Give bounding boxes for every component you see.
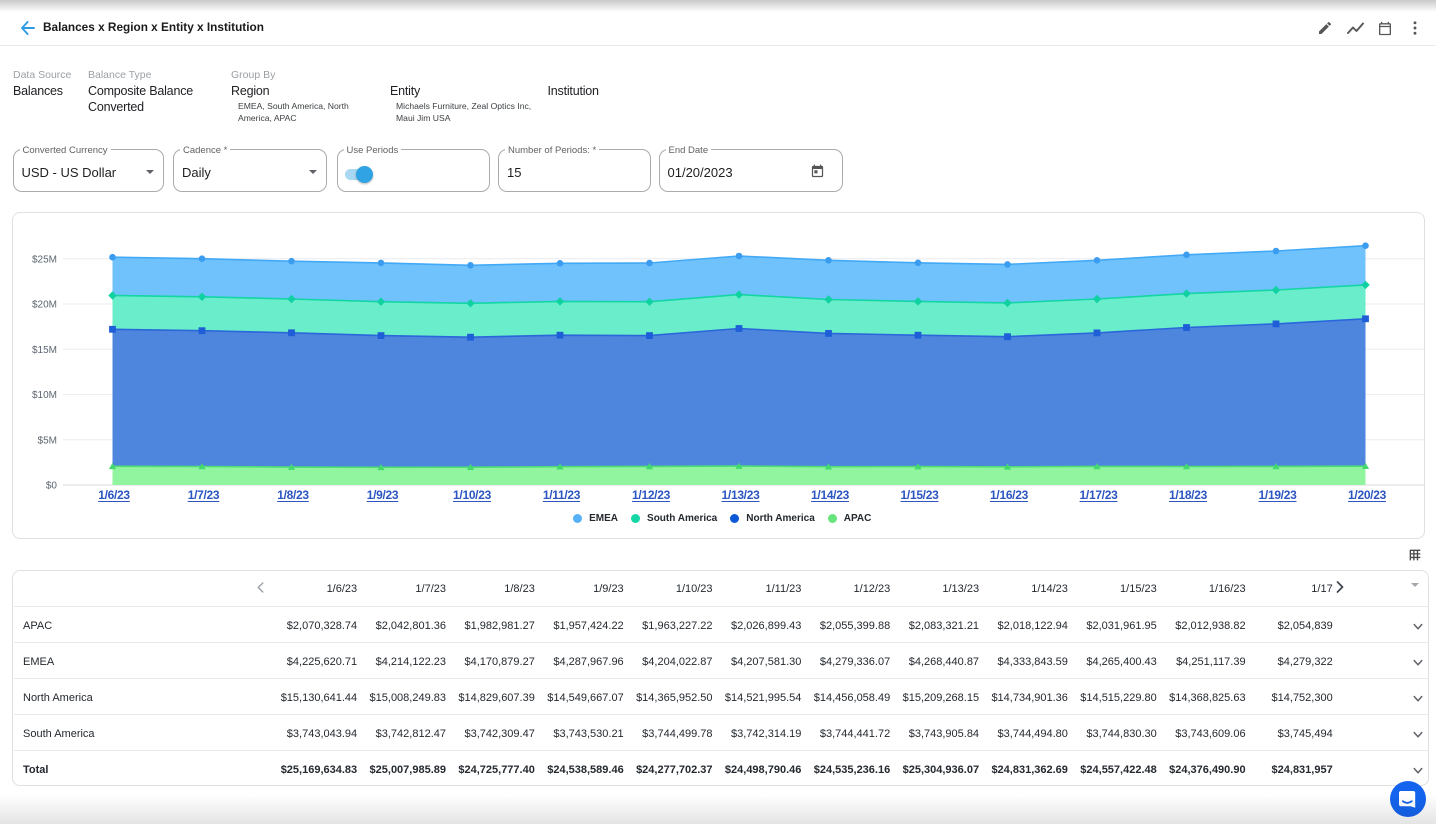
svg-text:$10M: $10M [32,390,57,401]
svg-text:$5M: $5M [38,435,57,446]
svg-text:$15M: $15M [32,345,57,356]
svg-text:$0: $0 [46,481,58,492]
svg-text:$25M: $25M [32,254,57,265]
svg-text:$20M: $20M [32,300,57,311]
